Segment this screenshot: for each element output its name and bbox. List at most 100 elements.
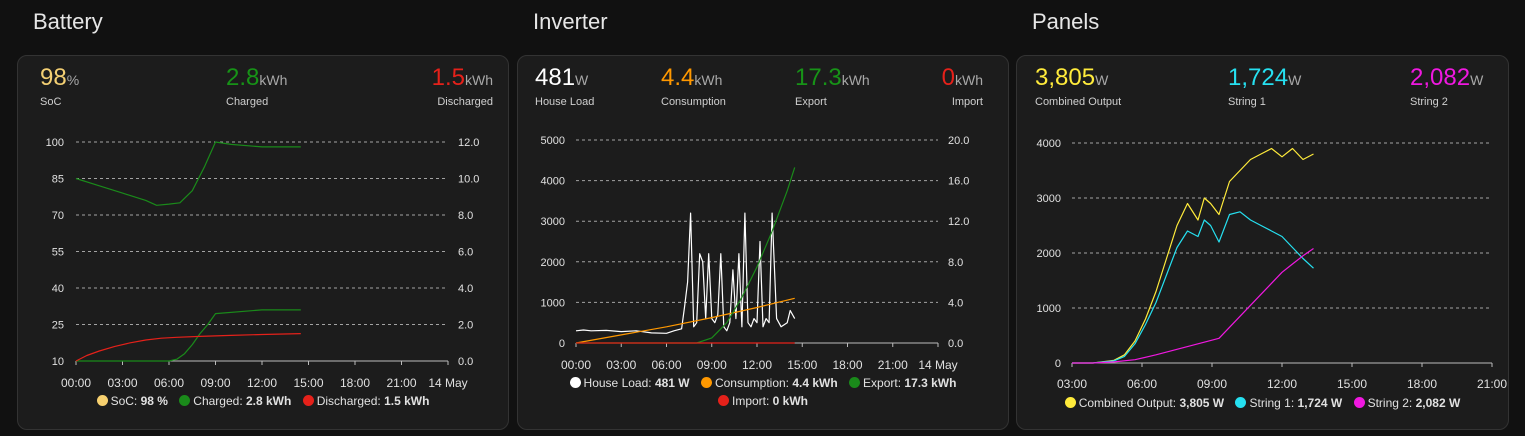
discharged-value: 1.5 bbox=[431, 64, 465, 91]
x-tick-label: 09:00 bbox=[200, 376, 230, 390]
y2-tick-label: 12.0 bbox=[948, 216, 969, 228]
discharged-label: Discharged bbox=[437, 96, 493, 108]
house-load-stat[interactable]: 481W House Load bbox=[535, 64, 594, 108]
charged-stat[interactable]: 2.8kWh Charged bbox=[226, 64, 287, 108]
y2-tick-label: 6.0 bbox=[458, 247, 473, 259]
combined-output-unit: W bbox=[1095, 72, 1109, 88]
y-tick-label: 1000 bbox=[541, 297, 565, 309]
x-tick-label: 06:00 bbox=[154, 376, 184, 390]
legend-charged-value: 2.8 kWh bbox=[245, 394, 292, 408]
legend-dot-combined-output bbox=[1064, 397, 1076, 408]
legend-item-soc[interactable]: SoC: 98 % bbox=[96, 394, 168, 408]
series-line-0 bbox=[575, 212, 796, 334]
legend-soc-value: 98 % bbox=[140, 394, 168, 408]
legend-string-1-label: String 1: bbox=[1249, 396, 1298, 410]
y-tick-label: 2000 bbox=[541, 257, 565, 269]
combined-output-stat[interactable]: 3,805W Combined Output bbox=[1035, 64, 1121, 108]
series-line-1 bbox=[575, 297, 795, 344]
legend-export-label: Export: bbox=[863, 376, 905, 390]
x-tick-label: 18:00 bbox=[340, 376, 370, 390]
legend-dot-string-2 bbox=[1353, 397, 1365, 408]
export-stat[interactable]: 17.3kWh Export bbox=[795, 64, 870, 108]
soc-label: SoC bbox=[40, 96, 62, 108]
legend-item-string-1[interactable]: String 1: 1,724 W bbox=[1235, 396, 1342, 410]
x-tick-label: 21:00 bbox=[878, 358, 908, 372]
x-tick-label: 03:00 bbox=[1057, 377, 1087, 391]
inverter-legend: House Load: 481 W Consumption: 4.4 kWh E… bbox=[518, 376, 1008, 412]
string-1-unit: W bbox=[1288, 72, 1302, 88]
legend-house-load-label: House Load: bbox=[583, 376, 655, 390]
legend-item-discharged[interactable]: Discharged: 1.5 kWh bbox=[302, 394, 429, 408]
panels-card: 3,805W Combined Output 1,724W String 1 2… bbox=[1016, 55, 1509, 430]
y2-tick-label: 20.0 bbox=[948, 135, 969, 147]
consumption-unit: kWh bbox=[694, 72, 723, 88]
panels-section-title: Panels bbox=[1032, 9, 1100, 34]
consumption-label: Consumption bbox=[661, 96, 726, 108]
import-unit: kWh bbox=[955, 72, 983, 88]
charged-label: Charged bbox=[226, 96, 269, 108]
y-tick-label: 1000 bbox=[1037, 303, 1061, 315]
series-line-2 bbox=[75, 333, 301, 362]
legend-item-consumption[interactable]: Consumption: 4.4 kWh bbox=[700, 376, 838, 390]
string-1-label: String 1 bbox=[1228, 96, 1266, 108]
discharged-stat[interactable]: 1.5kWh Discharged bbox=[432, 64, 493, 108]
string-2-value: 2,082 bbox=[1410, 64, 1471, 91]
legend-item-export[interactable]: Export: 17.3 kWh bbox=[849, 376, 956, 390]
y-tick-label: 0 bbox=[559, 338, 565, 350]
legend-dot-string-1 bbox=[1235, 397, 1247, 408]
y2-tick-label: 10.0 bbox=[458, 174, 479, 186]
legend-string-2-label: String 2: bbox=[1367, 396, 1416, 410]
series-line-0 bbox=[1072, 147, 1314, 364]
string-1-stat[interactable]: 1,724W String 1 bbox=[1228, 64, 1301, 108]
soc-stat[interactable]: 98% SoC bbox=[40, 64, 79, 108]
legend-combined-output-value: 3,805 W bbox=[1179, 396, 1225, 410]
legend-discharged-label: Discharged: bbox=[316, 394, 385, 408]
legend-consumption-label: Consumption: bbox=[714, 376, 793, 390]
x-tick-label: 12:00 bbox=[742, 358, 772, 372]
x-tick-label: 06:00 bbox=[1127, 377, 1157, 391]
x-tick-label: 00:00 bbox=[61, 376, 91, 390]
x-tick-label: 09:00 bbox=[697, 358, 727, 372]
legend-soc-label: SoC: bbox=[110, 394, 141, 408]
panels-chart[interactable]: 0 1000 2000 3000 4000 03:00 06:00 09:00 12:00 15:… bbox=[1017, 56, 1508, 429]
house-load-label: House Load bbox=[535, 96, 595, 108]
import-stat[interactable]: 0kWh Import bbox=[942, 64, 983, 108]
legend-dot-consumption bbox=[700, 377, 712, 388]
x-tick-label: 00:00 bbox=[561, 358, 591, 372]
legend-item-string-2[interactable]: String 2: 2,082 W bbox=[1353, 396, 1460, 410]
discharged-unit: kWh bbox=[465, 72, 493, 88]
legend-item-combined-output[interactable]: Combined Output: 3,805 W bbox=[1064, 396, 1225, 410]
legend-string-1-value: 1,724 W bbox=[1297, 396, 1343, 410]
legend-item-house-load[interactable]: House Load: 481 W bbox=[569, 376, 690, 390]
battery-chart[interactable]: 10 0.0 25 2.0 40 4.0 55 6.0 70 8.0 85 10.0 100 12.0 00… bbox=[18, 56, 508, 429]
y-tick-label: 85 bbox=[52, 174, 64, 186]
legend-item-charged[interactable]: Charged: 2.8 kWh bbox=[179, 394, 291, 408]
y-tick-label: 70 bbox=[52, 210, 64, 222]
consumption-stat[interactable]: 4.4kWh Consumption bbox=[661, 64, 726, 108]
x-tick-label: 12:00 bbox=[1267, 377, 1297, 391]
export-unit: kWh bbox=[841, 72, 870, 88]
legend-item-import[interactable]: Import: 0 kWh bbox=[717, 394, 808, 408]
export-label: Export bbox=[795, 96, 827, 108]
y2-tick-label: 0.0 bbox=[948, 338, 963, 350]
y2-tick-label: 4.0 bbox=[948, 297, 963, 309]
series-line-2 bbox=[1072, 248, 1314, 364]
series-line-1 bbox=[1072, 211, 1314, 364]
string-1-value: 1,724 bbox=[1228, 64, 1289, 91]
x-tick-label: 14 May bbox=[918, 358, 957, 372]
x-tick-label: 15:00 bbox=[293, 376, 323, 390]
house-load-value: 481 bbox=[535, 64, 576, 91]
charged-value: 2.8 bbox=[226, 64, 260, 91]
inverter-chart[interactable]: 0 0.0 1000 4.0 2000 8.0 3000 12.0 4000 16.0 5000 20… bbox=[518, 56, 1008, 429]
x-tick-label: 14 May bbox=[428, 376, 467, 390]
import-label: Import bbox=[951, 96, 983, 108]
string-2-stat[interactable]: 2,082W String 2 bbox=[1410, 64, 1483, 108]
y-tick-label: 3000 bbox=[1037, 193, 1061, 205]
x-tick-label: 03:00 bbox=[606, 358, 636, 372]
legend-charged-label: Charged: bbox=[193, 394, 246, 408]
legend-export-value: 17.3 kWh bbox=[904, 376, 957, 390]
series-line-1 bbox=[76, 309, 301, 362]
x-tick-label: 12:00 bbox=[247, 376, 277, 390]
y-tick-label: 100 bbox=[46, 137, 64, 149]
y-tick-label: 0 bbox=[1055, 358, 1061, 370]
